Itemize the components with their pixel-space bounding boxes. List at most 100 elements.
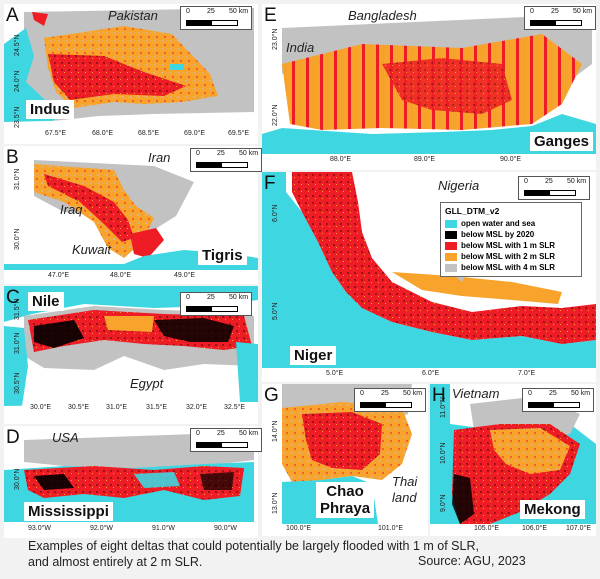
country-label-iraq: Iraq <box>60 202 83 217</box>
y-tick: 9.0°N <box>440 494 447 512</box>
figure-caption: Examples of eight deltas that could pote… <box>28 539 479 569</box>
x-tick: 47.0°E <box>48 272 70 279</box>
x-tick: 30.0°E <box>30 404 52 411</box>
x-tick: 105.0°E <box>474 525 499 532</box>
scale-bar: 0 25 50 km <box>518 176 590 200</box>
y-tick: 31.0°N <box>14 332 21 354</box>
figure-source: Source: AGU, 2023 <box>418 554 526 568</box>
x-tick: 30.5°E <box>68 404 90 411</box>
x-tick: 32.5°E <box>224 404 246 411</box>
country-label-vietnam: Vietnam <box>452 386 500 401</box>
ganges-flood-map <box>262 4 596 170</box>
legend-item: below MSL with 1 m SLR <box>445 240 577 251</box>
legend-item: below MSL with 4 m SLR <box>445 262 577 273</box>
y-tick: 30.0°N <box>14 468 21 490</box>
map-legend: GLL_DTM_v2 open water and sea below MSL … <box>440 202 582 277</box>
legend-item: below MSL with 2 m SLR <box>445 251 577 262</box>
scale-bar: 0 25 50 km <box>180 6 252 30</box>
scale-bar: 0 25 50 km <box>524 6 596 30</box>
x-tick: 49.0°E <box>174 272 196 279</box>
panel-letter-e: E <box>264 5 277 26</box>
y-tick: 24.0°N <box>14 70 21 92</box>
y-tick: 5.0°N <box>272 302 279 320</box>
y-tick: 31.0°N <box>14 168 21 190</box>
x-tick: 107.0°E <box>566 525 591 532</box>
country-label-iran: Iran <box>148 150 171 165</box>
panel-mekong: H Vietnam 0 25 50 km Mekong 105.0°E 106.0°… <box>430 384 596 536</box>
delta-name-niger: Niger <box>290 346 337 365</box>
panel-nile: C Nile Egypt 0 25 50 km 30.0°E 30.5°E 31.0… <box>4 286 258 424</box>
delta-name-mississippi: Mississippi <box>24 502 113 521</box>
x-tick: 69.0°E <box>184 130 206 137</box>
y-tick: 30.0°N <box>14 228 21 250</box>
x-tick: 31.0°E <box>106 404 128 411</box>
y-tick: 22.0°N <box>272 104 279 126</box>
y-tick: 24.5°N <box>14 34 21 56</box>
x-tick: 93.0°W <box>28 525 52 532</box>
x-tick: 88.0°E <box>330 156 352 163</box>
country-label-nigeria: Nigeria <box>438 178 480 193</box>
delta-name-ganges: Ganges <box>530 132 594 151</box>
y-tick: 30.5°N <box>14 372 21 394</box>
panel-tigris: B Iran Iraq Kuwait 0 25 50 km Tigris 47.0°… <box>4 146 262 284</box>
country-label-bangladesh: Bangladesh <box>348 8 417 23</box>
panel-letter-c: C <box>6 287 20 308</box>
y-tick: 31.5°N <box>14 298 21 320</box>
x-tick: 31.5°E <box>146 404 168 411</box>
panel-niger: F Nigeria 0 25 50 km GLL_DTM_v2 open water… <box>262 172 596 382</box>
x-tick: 32.0°E <box>186 404 208 411</box>
x-tick: 101.0°E <box>378 525 403 532</box>
y-tick: 6.0°N <box>272 204 279 222</box>
panel-letter-a: A <box>6 5 19 26</box>
x-tick: 69.5°E <box>228 130 250 137</box>
x-tick: 90.0°W <box>214 525 238 532</box>
y-tick: 13.0°N <box>272 492 279 514</box>
panel-letter-g: G <box>264 385 279 406</box>
panel-letter-f: F <box>264 173 276 194</box>
x-tick: 6.0°E <box>422 370 440 377</box>
country-label-egypt: Egypt <box>130 376 164 391</box>
mekong-flood-map <box>430 384 596 536</box>
x-tick: 89.0°E <box>414 156 436 163</box>
y-tick: 11.0°N <box>440 397 447 418</box>
country-label-pakistan: Pakistan <box>108 8 158 23</box>
x-tick: 67.5°E <box>45 130 67 137</box>
country-label-india: India <box>286 40 315 55</box>
country-label-usa: USA <box>52 430 79 445</box>
delta-name-nile: Nile <box>28 292 64 311</box>
x-tick: 5.0°E <box>326 370 344 377</box>
panel-chao-phraya: G 0 25 50 km Chao Phraya Thai land 100.0°E… <box>262 384 428 536</box>
delta-name-chao-phraya: Chao Phraya <box>316 482 375 518</box>
delta-name-indus: Indus <box>26 100 74 119</box>
x-tick: 106.0°E <box>522 525 547 532</box>
x-tick: 7.0°E <box>518 370 536 377</box>
legend-item: below MSL by 2020 <box>445 229 577 240</box>
y-tick: 23.5°N <box>14 106 21 128</box>
x-tick: 48.0°E <box>110 272 132 279</box>
panel-ganges: E Bangladesh India 0 25 50 km Ganges 88.0°… <box>262 4 596 170</box>
delta-name-tigris: Tigris <box>198 246 247 265</box>
country-label-thailand: Thai land <box>392 474 418 505</box>
legend-title: GLL_DTM_v2 <box>445 206 500 216</box>
scale-bar: 0 25 50 km <box>522 388 594 412</box>
x-tick: 91.0°W <box>152 525 176 532</box>
x-tick: 100.0°E <box>286 525 311 532</box>
scale-bar: 0 25 50 km <box>190 428 262 452</box>
x-tick: 92.0°W <box>90 525 114 532</box>
x-tick: 90.0°E <box>500 156 522 163</box>
nile-flood-map <box>4 286 258 424</box>
y-tick: 10.0°N <box>440 442 447 464</box>
panel-letter-h: H <box>432 385 446 406</box>
panel-indus: A Pakistan 0 25 50 km Indus 67.5°E 68.0°E … <box>4 4 258 144</box>
panel-letter-d: D <box>6 427 20 448</box>
x-tick: 68.5°E <box>138 130 160 137</box>
country-label-kuwait: Kuwait <box>72 242 112 257</box>
panel-mississippi: D USA 0 25 50 km Mississippi 93.0°W 92.0°W… <box>4 426 262 538</box>
scale-bar: 0 25 50 km <box>190 148 262 172</box>
delta-name-mekong: Mekong <box>520 500 585 519</box>
scale-bar: 0 25 50 km <box>354 388 426 412</box>
scale-bar: 0 25 50 km <box>180 292 252 316</box>
y-tick: 23.0°N <box>272 28 279 50</box>
y-tick: 14.0°N <box>272 420 279 442</box>
panel-letter-b: B <box>6 147 19 168</box>
